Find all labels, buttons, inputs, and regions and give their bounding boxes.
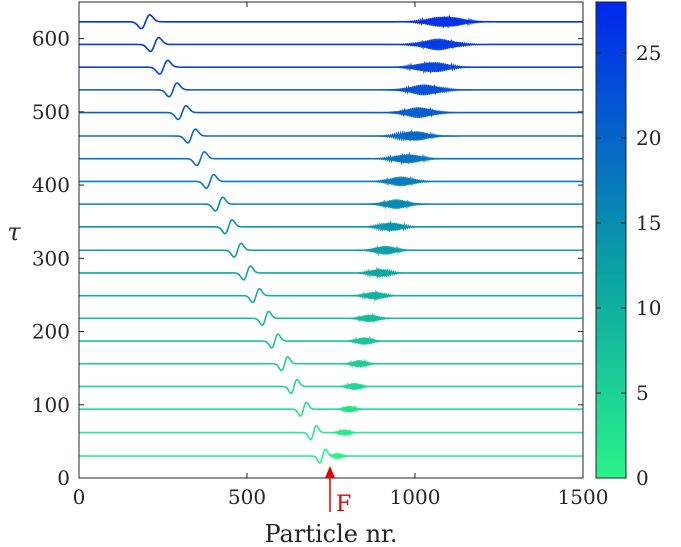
- colorbar-gradient: [595, 1, 627, 479]
- x-axis: 0 500 1000 1500: [73, 2, 609, 509]
- annotation-label: F: [336, 492, 351, 517]
- traces-group: [79, 14, 583, 464]
- y-tick-label: 0: [57, 466, 70, 490]
- trace-line: [79, 128, 583, 144]
- trace-line: [79, 424, 583, 441]
- colorbar-tick-label: 5: [636, 381, 649, 405]
- trace-line: [79, 219, 583, 235]
- trace-line: [79, 82, 583, 98]
- trace-line: [79, 104, 583, 121]
- trace-line: [79, 151, 583, 167]
- plot-area-frame: [78, 1, 584, 479]
- x-tick-label: 0: [73, 485, 86, 509]
- colorbar-tick-label: 20: [636, 126, 661, 150]
- x-tick-label: 1000: [390, 485, 441, 509]
- colorbar-tick-label: 15: [636, 211, 661, 235]
- x-tick-label: 500: [228, 485, 266, 509]
- y-tick-label: 100: [32, 393, 70, 417]
- annotation-arrow-head: [325, 466, 335, 478]
- trace-line: [79, 287, 583, 304]
- trace-line: [79, 265, 583, 281]
- annotation-F: F: [325, 466, 351, 517]
- trace-line: [79, 242, 583, 258]
- colorbar-ticks: 0 5 10 15 20 25: [596, 41, 661, 490]
- colorbar-tick-label: 25: [636, 41, 661, 65]
- trace-line: [79, 196, 583, 212]
- trace-line: [79, 14, 583, 30]
- y-tick-label: 600: [32, 27, 70, 51]
- y-tick-label: 300: [32, 246, 70, 270]
- colorbar: 0 5 10 15 20 25: [595, 1, 661, 490]
- trace-line: [79, 173, 583, 190]
- x-axis-label: Particle nr.: [264, 520, 397, 547]
- x-tick-label: 1500: [558, 485, 609, 509]
- trace-line: [79, 333, 583, 349]
- y-tick-label: 400: [32, 173, 70, 197]
- y-tick-label: 200: [32, 320, 70, 344]
- colorbar-tick-label: 0: [636, 466, 649, 490]
- trace-line: [79, 378, 583, 395]
- colorbar-tick-label: 10: [636, 296, 661, 320]
- trace-line: [79, 401, 583, 417]
- trace-line: [79, 310, 583, 327]
- y-axis: 0 100 200 300 400 500 600: [32, 27, 583, 490]
- trace-line: [79, 356, 583, 372]
- y-axis-label: τ: [7, 218, 21, 246]
- trace-line: [79, 36, 583, 53]
- trace-line: [79, 59, 583, 75]
- trace-line: [79, 448, 583, 464]
- y-tick-label: 500: [32, 100, 70, 124]
